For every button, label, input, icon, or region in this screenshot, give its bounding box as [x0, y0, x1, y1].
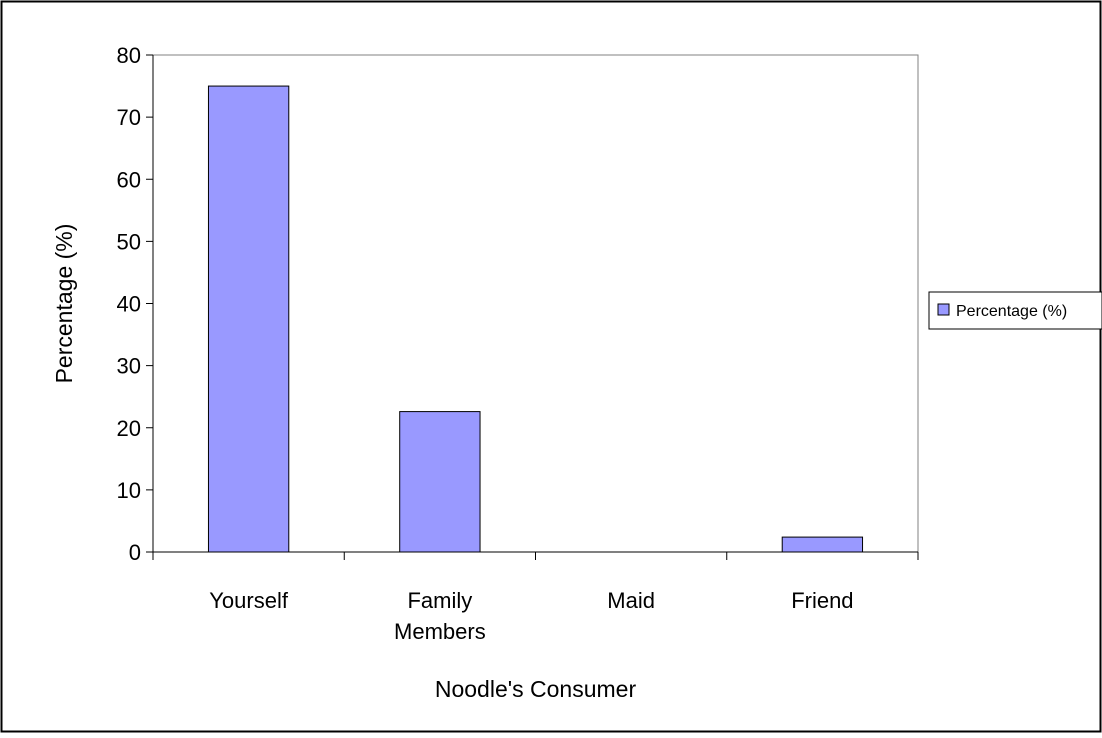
x-tick-label-1: Family Members — [394, 588, 486, 644]
x-tick-label-line: Yourself — [209, 588, 289, 613]
y-tick-label-5: 50 — [117, 229, 141, 254]
legend-box — [928, 291, 1102, 330]
bar-3 — [781, 536, 864, 553]
x-tick-label-0: Yourself — [209, 588, 289, 613]
y-tick-label-1: 10 — [117, 478, 141, 503]
axes-layer — [146, 54, 919, 560]
y-tick-label-6: 60 — [117, 167, 141, 192]
bar-0 — [207, 85, 290, 553]
y-axis-title: Percentage (%) — [51, 224, 77, 384]
y-tick-label-4: 40 — [117, 292, 141, 317]
y-tick-label-0: 0 — [129, 540, 141, 565]
bar-1 — [399, 411, 481, 553]
legend-label: Percentage (%) — [956, 303, 1067, 320]
x-tick-label-2: Maid — [607, 588, 655, 613]
x-tick-label-3: Friend — [791, 588, 853, 613]
bars-layer — [207, 85, 864, 553]
x-tick-label-line: Maid — [607, 588, 655, 613]
labels-layer: 0 10 20 30 40 50 60 70 80 Yourself Family Members Ma… — [51, 43, 854, 702]
x-axis-title: Noodle's Consumer — [435, 676, 637, 702]
x-tick-label-line: Family — [407, 588, 472, 613]
y-tick-label-7: 70 — [117, 105, 141, 130]
x-tick-label-line: Members — [394, 619, 486, 644]
y-tick-label-2: 20 — [117, 416, 141, 441]
legend-swatch — [937, 303, 950, 316]
legend: Percentage (%) — [928, 291, 1102, 330]
y-tick-label-3: 30 — [117, 354, 141, 379]
x-tick-label-line: Friend — [791, 588, 853, 613]
y-tick-label-8: 80 — [117, 43, 141, 68]
